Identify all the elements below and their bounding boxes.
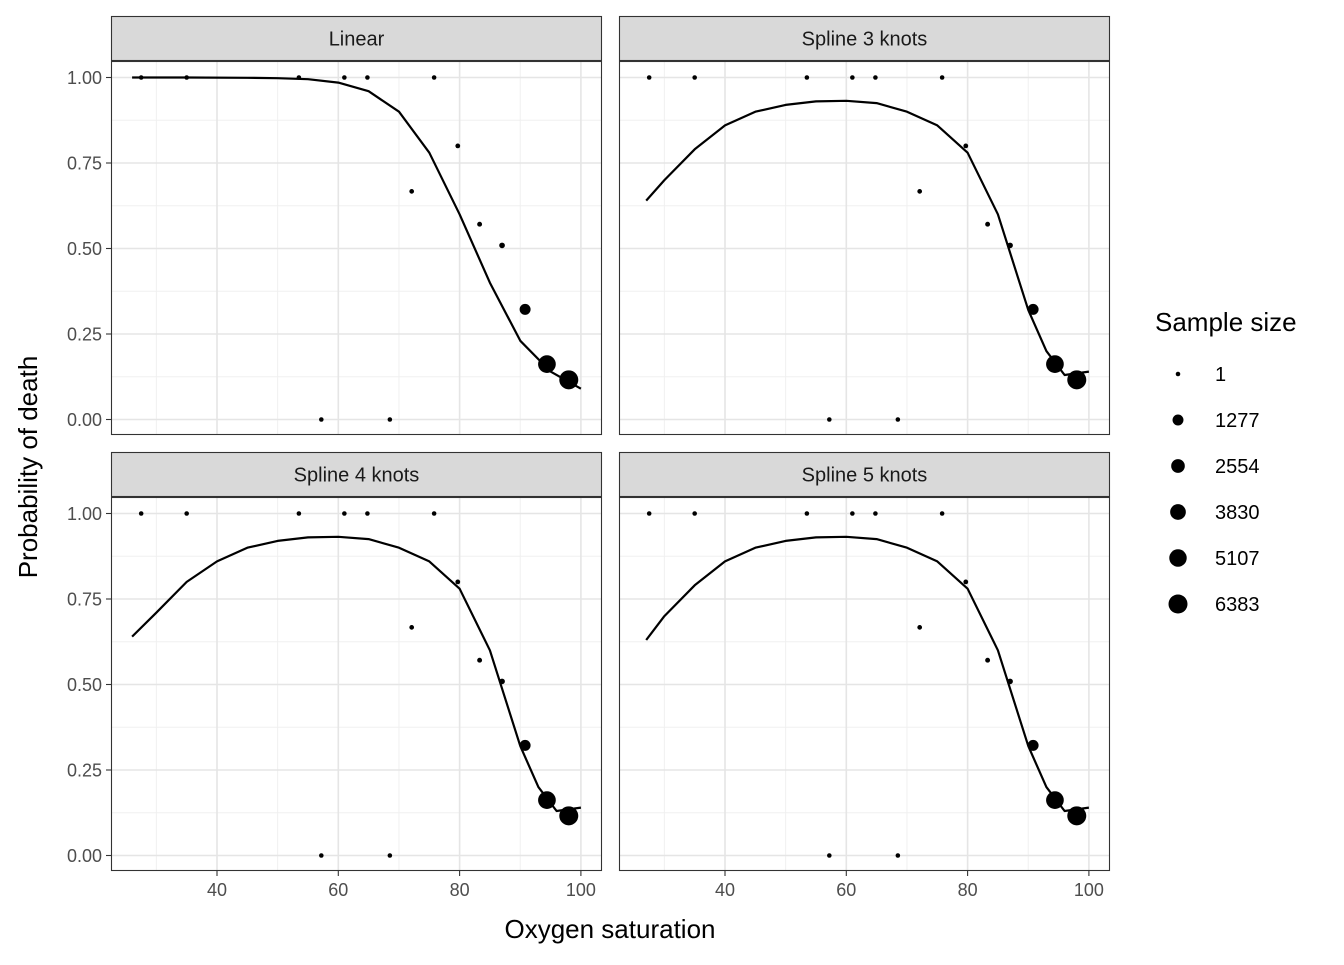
legend-key-point (1171, 459, 1185, 473)
legend-key-point (1175, 371, 1181, 377)
data-point (499, 242, 505, 249)
y-axis-title: Probability of death (13, 356, 43, 579)
data-point (409, 189, 415, 194)
data-point (455, 579, 461, 585)
y-tick-label: 0.00 (67, 846, 102, 866)
data-point (873, 75, 878, 80)
legend-key-point (1172, 414, 1184, 426)
fitted-curve (132, 76, 582, 390)
data-point (184, 511, 189, 516)
data-point (692, 511, 697, 516)
fitted-curve (645, 99, 1090, 377)
facet-title: Linear (329, 29, 385, 51)
data-point (431, 511, 437, 516)
legend-label: 1277 (1215, 410, 1260, 432)
data-point (559, 806, 579, 826)
data-point (477, 657, 483, 663)
data-point (917, 189, 923, 194)
facet-title: Spline 3 knots (802, 29, 928, 51)
y-tick-label: 1.00 (67, 504, 102, 524)
y-tick-label: 0.50 (67, 239, 102, 259)
x-tick-label: 40 (207, 880, 227, 900)
y-tick-label: 0.75 (67, 154, 102, 174)
facet-title: Spline 4 knots (294, 465, 420, 487)
legend-title: Sample size (1155, 307, 1297, 337)
legend-label: 6383 (1215, 594, 1260, 616)
data-point (319, 853, 324, 858)
legend-label: 5107 (1215, 548, 1260, 570)
x-tick-label: 60 (836, 880, 856, 900)
panel-border (110, 496, 603, 872)
panel-border (618, 496, 1111, 872)
data-point (319, 417, 324, 422)
legend-label: 1 (1215, 364, 1226, 386)
x-tick-label: 100 (566, 880, 596, 900)
data-point (431, 75, 437, 80)
data-point (939, 511, 945, 516)
data-point (409, 625, 415, 630)
data-point (138, 511, 144, 516)
data-point (804, 75, 810, 80)
fitted-curve (645, 535, 1090, 813)
data-point (365, 75, 370, 80)
data-point (985, 657, 991, 663)
data-point (917, 625, 923, 630)
y-tick-label: 0.75 (67, 590, 102, 610)
data-point (646, 75, 652, 80)
data-point (519, 303, 531, 315)
data-point (850, 75, 855, 80)
legend-key-point (1170, 504, 1186, 520)
legend-label: 3830 (1215, 502, 1260, 524)
data-point (1067, 806, 1087, 826)
x-tick-label: 80 (958, 880, 978, 900)
data-point (477, 221, 483, 227)
panel-border (618, 60, 1111, 436)
legend-label: 2554 (1215, 456, 1260, 478)
data-point (692, 75, 697, 80)
legend-key-point (1169, 549, 1187, 567)
data-point (365, 511, 370, 516)
data-point (827, 853, 832, 858)
y-tick-label: 0.25 (67, 325, 102, 345)
y-tick-label: 0.50 (67, 675, 102, 695)
data-point (963, 579, 969, 585)
data-point (296, 511, 302, 516)
x-tick-label: 100 (1074, 880, 1104, 900)
x-tick-label: 80 (450, 880, 470, 900)
data-point (1067, 370, 1087, 390)
facet-strip (618, 15, 1111, 62)
data-point (342, 511, 347, 516)
legend-key-point (1168, 594, 1188, 614)
data-point (342, 75, 347, 80)
data-point (387, 417, 393, 422)
data-point (538, 355, 556, 373)
data-point (873, 511, 878, 516)
facet-strip (110, 451, 603, 498)
data-point (387, 853, 393, 858)
data-point (963, 143, 969, 149)
data-point (985, 221, 991, 227)
x-axis-title: Oxygen saturation (504, 914, 715, 944)
data-point (895, 417, 901, 422)
data-point (895, 853, 901, 858)
data-point (646, 511, 652, 516)
y-tick-label: 0.25 (67, 761, 102, 781)
data-point (804, 511, 810, 516)
data-point (827, 417, 832, 422)
fitted-curve (131, 535, 582, 813)
facet-title: Spline 5 knots (802, 465, 928, 487)
panel-border (110, 60, 603, 436)
y-tick-label: 1.00 (67, 68, 102, 88)
facet-strip (110, 15, 603, 62)
data-point (850, 511, 855, 516)
x-tick-label: 40 (715, 880, 735, 900)
data-point (455, 143, 461, 149)
facet-strip (618, 451, 1111, 498)
x-tick-label: 60 (328, 880, 348, 900)
data-point (939, 75, 945, 80)
y-tick-label: 0.00 (67, 410, 102, 430)
